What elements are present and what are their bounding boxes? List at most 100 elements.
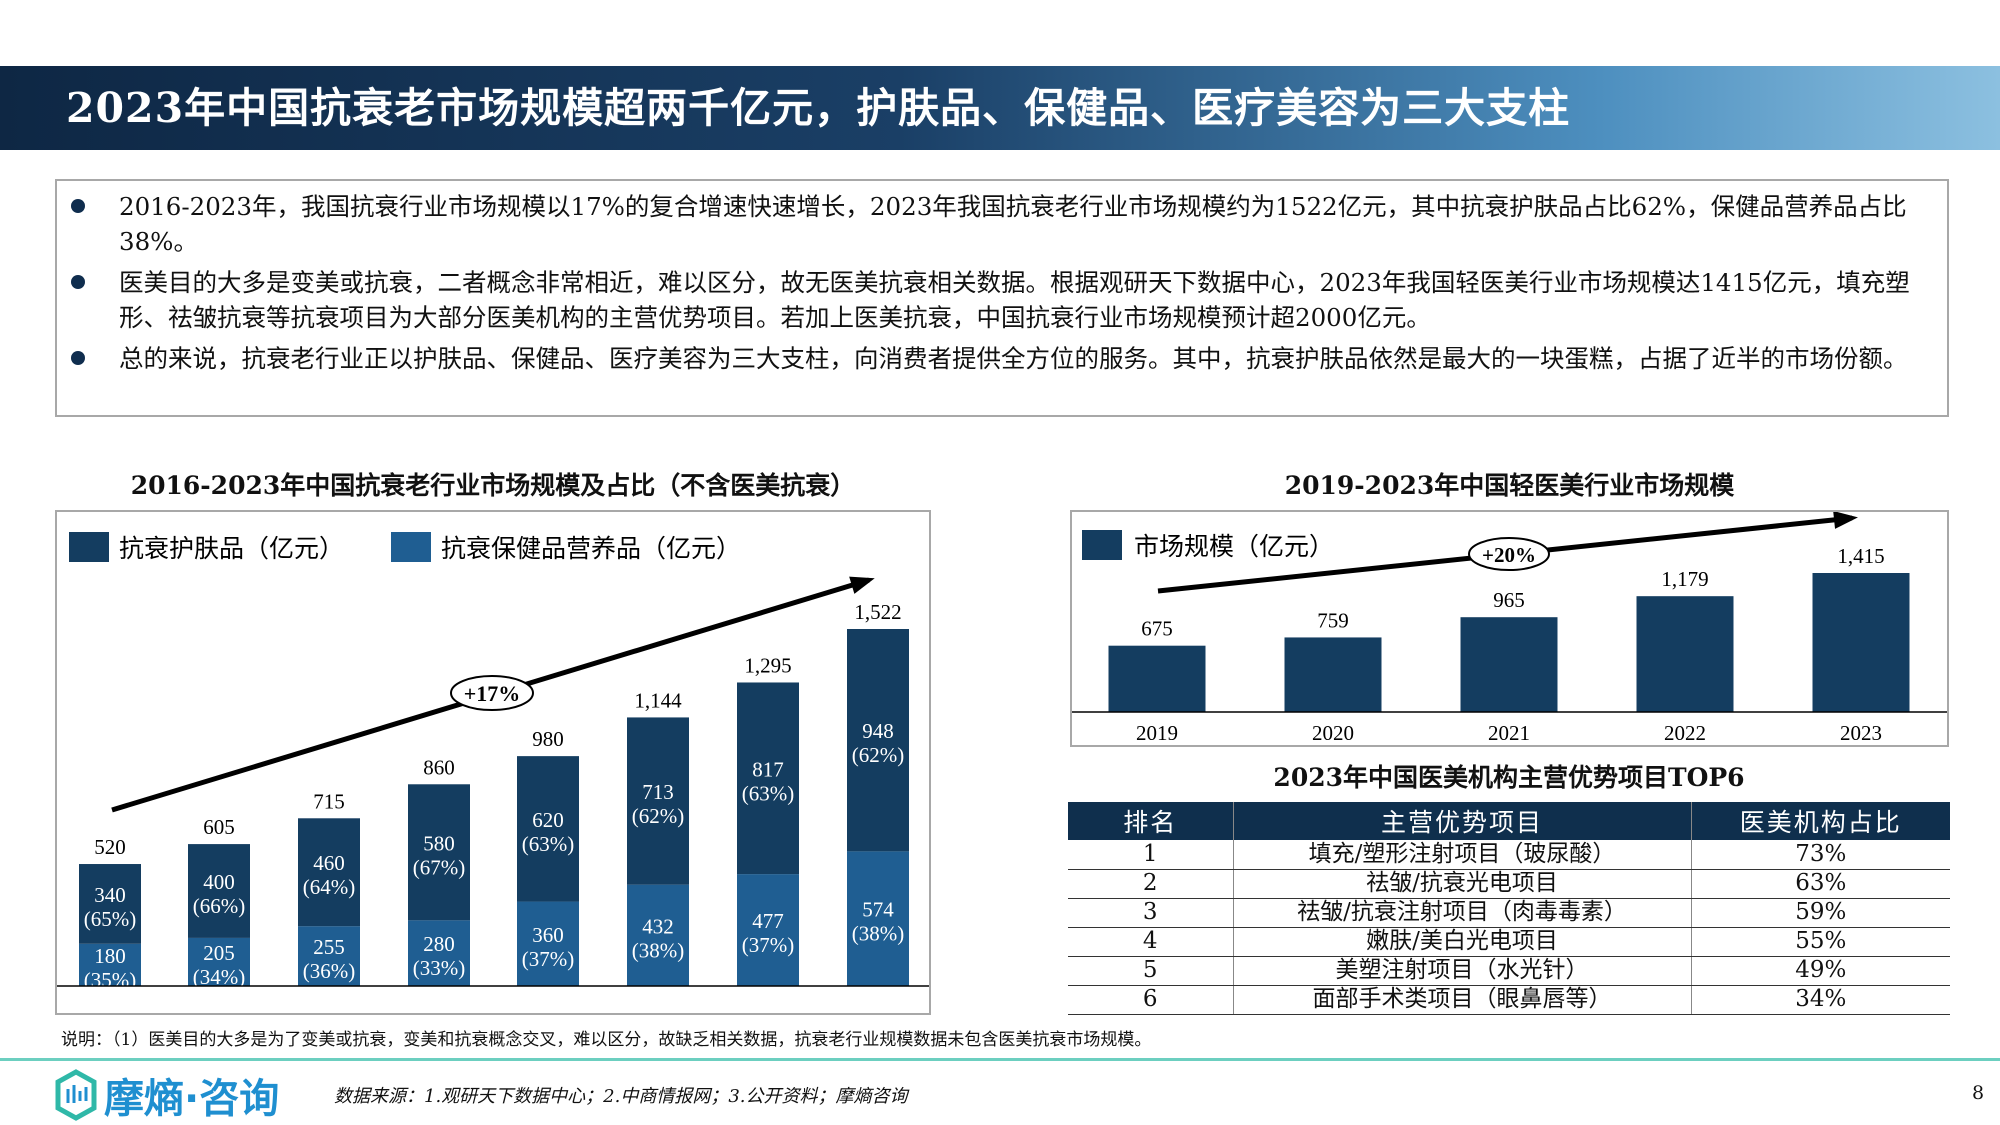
share-cell: 34% xyxy=(1690,985,1950,1015)
bar-skincare-2017 xyxy=(188,844,250,938)
project-cell: 嫩肤/美白光电项目 xyxy=(1232,927,1691,957)
value-label: 948 xyxy=(862,719,894,743)
value-label: 713 xyxy=(642,780,674,804)
legend-label: 抗衰保健品营养品（亿元） xyxy=(441,535,741,563)
project-cell: 填充/塑形注射项目（玻尿酸） xyxy=(1232,840,1691,870)
total-label: 715 xyxy=(313,789,345,813)
bar-skincare-2023 xyxy=(847,629,909,852)
value-label: 965 xyxy=(1493,588,1525,612)
rank-cell: 4 xyxy=(1068,927,1233,957)
share-label: (65%) xyxy=(84,907,136,931)
bar-skincare-2018 xyxy=(298,818,360,927)
bar-skincare-2016 xyxy=(79,864,141,944)
project-cell: 祛皱/抗衰光电项目 xyxy=(1232,869,1691,899)
project-cell: 美塑注射项目（水光针） xyxy=(1232,956,1691,986)
share-cell: 55% xyxy=(1690,927,1950,957)
bar-supplements-2017 xyxy=(188,937,250,986)
value-label: 574 xyxy=(862,898,894,922)
bullet-icon xyxy=(71,275,85,289)
stacked-bar-chart: 抗衰护肤品（亿元） 抗衰保健品营养品（亿元） +17% 180(35%) 340(65%… xyxy=(57,532,929,992)
table-row: 1 填充/塑形注射项目（玻尿酸） 73% xyxy=(1068,840,1950,870)
project-cell: 面部手术类项目（眼鼻唇等） xyxy=(1232,985,1691,1015)
project-cell: 祛皱/抗衰注射项目（肉毒毒素） xyxy=(1232,898,1691,928)
footer-divider xyxy=(0,1058,2000,1061)
logo-icon xyxy=(55,1069,97,1121)
col-header-rank: 排名 xyxy=(1068,802,1233,840)
share-label: (33%) xyxy=(413,956,465,980)
share-label: (67%) xyxy=(413,855,465,879)
top6-table: 排名 主营优势项目 医美机构占比 1 填充/塑形注射项目（玻尿酸） 73% 2 祛皱/抗… xyxy=(1068,802,1950,1015)
value-label: 759 xyxy=(1317,608,1349,632)
value-label: 255 xyxy=(313,935,345,959)
bullet-item: 2016-2023年，我国抗衰行业市场规模以17%的复合增速快速增长，2023年… xyxy=(71,189,1933,259)
value-label: 432 xyxy=(642,914,674,938)
table-row: 6 面部手术类项目（眼鼻唇等） 34% xyxy=(1068,985,1950,1015)
table-row: 2 祛皱/抗衰光电项目 63% xyxy=(1068,869,1950,899)
total-label: 1,522 xyxy=(854,600,901,624)
share-label: (63%) xyxy=(522,832,574,856)
table-row: 3 祛皱/抗衰注射项目（肉毒毒素） 59% xyxy=(1068,898,1950,928)
share-cell: 49% xyxy=(1690,956,1950,986)
bullet-item: 医美目的大多是变美或抗衰，二者概念非常相近，难以区分，故无医美抗衰相关数据。根据… xyxy=(71,265,1933,335)
legend-label: 抗衰护肤品（亿元） xyxy=(119,535,344,563)
value-label: 675 xyxy=(1141,617,1173,641)
cagr-badge xyxy=(1468,537,1550,571)
bar-2021 xyxy=(1460,617,1558,712)
share-label: (38%) xyxy=(632,938,684,962)
right-chart-title: 2019-2023年中国轻医美行业市场规模 xyxy=(1284,471,1735,500)
footnote: 说明：（1）医美目的大多是为了变美或抗衰，变美和抗衰概念交叉，难以区分，故缺乏相… xyxy=(61,1030,1152,1050)
bar-supplements-2019 xyxy=(408,920,470,986)
rank-cell: 6 xyxy=(1068,985,1233,1015)
bullet-icon xyxy=(71,351,85,365)
total-label: 980 xyxy=(532,727,564,751)
rank-cell: 2 xyxy=(1068,869,1233,899)
share-label: (63%) xyxy=(742,781,794,805)
share-label: (36%) xyxy=(303,959,355,983)
cagr-label: +17% xyxy=(464,681,521,706)
value-label: 817 xyxy=(752,757,784,781)
total-label: 520 xyxy=(94,835,126,859)
x-tick-label: 2022 xyxy=(1664,721,1706,745)
value-label: 620 xyxy=(532,808,564,832)
left-chart-frame: 抗衰护肤品（亿元） 抗衰保健品营养品（亿元） +17% 180 (35%) 340 (65%… xyxy=(55,510,931,1015)
share-cell: 59% xyxy=(1690,898,1950,928)
share-label: (38%) xyxy=(852,922,904,946)
cagr-arrow-arrowhead-icon xyxy=(849,576,875,594)
share-label: (64%) xyxy=(303,875,355,899)
total-label: 860 xyxy=(423,755,455,779)
rank-cell: 3 xyxy=(1068,898,1233,928)
col-header-share: 医美机构占比 xyxy=(1690,802,1950,840)
value-label: 400 xyxy=(203,870,235,894)
value-label: 280 xyxy=(423,932,455,956)
bar-supplements-2016 xyxy=(79,943,141,986)
bar-skincare-2019 xyxy=(408,784,470,921)
right-chart-frame: 市场规模（亿元） +20% 675 2019 759 2020 965 2021 1,179 20… xyxy=(1070,510,1949,747)
rank-cell: 1 xyxy=(1068,840,1233,870)
brand-logo: 摩熵·咨询 xyxy=(54,1068,279,1122)
value-label: 180 xyxy=(94,944,126,968)
share-cell: 63% xyxy=(1690,869,1950,899)
logo-text: 摩熵·咨询 xyxy=(104,1076,280,1122)
x-tick-label: 2023 xyxy=(1840,721,1882,745)
share-label: (62%) xyxy=(852,743,904,767)
col-header-project: 主营优势项目 xyxy=(1232,802,1691,840)
share-label: (66%) xyxy=(193,894,245,918)
legend-swatch xyxy=(69,532,109,562)
bar-supplements-2022 xyxy=(737,874,799,986)
value-label: 205 xyxy=(203,941,235,965)
table-row: 5 美塑注射项目（水光针） 49% xyxy=(1068,956,1950,986)
x-tick-label: 2019 xyxy=(1136,721,1178,745)
bullet-item: 总的来说，抗衰老行业正以护肤品、保健品、医疗美容为三大支柱，向消费者提供全方位的… xyxy=(71,341,1933,376)
bar-supplements-2023 xyxy=(847,851,909,986)
bullet-icon xyxy=(71,199,85,213)
value-label: 477 xyxy=(752,909,784,933)
page-title: 2023年中国抗衰老市场规模超两千亿元，护肤品、保健品、医疗美容为三大支柱 xyxy=(66,84,1571,132)
rank-cell: 5 xyxy=(1068,956,1233,986)
bar-supplements-2018 xyxy=(298,926,360,986)
table-title: 2023年中国医美机构主营优势项目TOP6 xyxy=(1273,763,1745,792)
value-label: 1,415 xyxy=(1837,544,1884,568)
data-source: 数据来源：1.观研天下数据中心；2.中商情报网；3.公开资料；摩熵咨询 xyxy=(334,1086,908,1107)
summary-box: 2016-2023年，我国抗衰行业市场规模以17%的复合增速快速增长，2023年… xyxy=(55,179,1949,417)
total-label: 1,144 xyxy=(634,688,682,712)
bar-skincare-2021 xyxy=(627,717,689,885)
